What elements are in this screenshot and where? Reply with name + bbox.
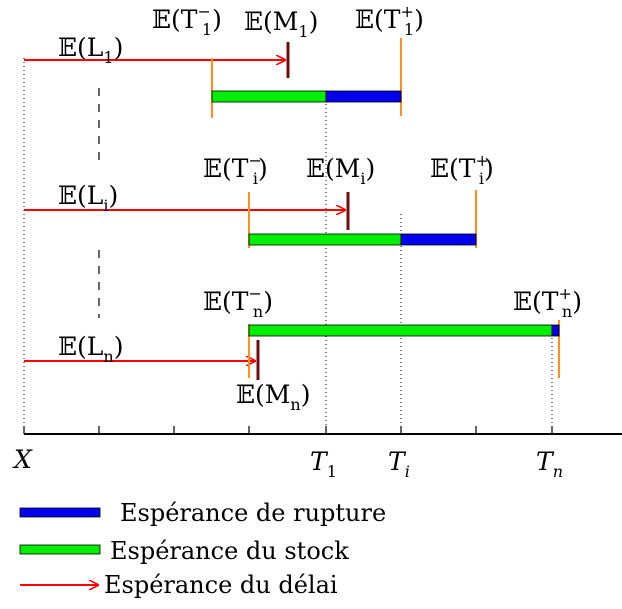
legend: Espérance de rupture Espérance du stock … [19, 499, 386, 599]
rupture-bar [400, 233, 477, 246]
legend-label-stock: Espérance du stock [110, 537, 349, 565]
dotted-guides [23, 58, 553, 434]
stock-bar [211, 90, 327, 103]
legend-swatch-stock [19, 544, 101, 555]
label-M: 𝔼(Mn) [236, 380, 311, 414]
stock-bar [248, 233, 402, 246]
row-n: 𝔼(Ln) 𝔼(T− n) 𝔼(Mn) 𝔼(T+ n) [24, 284, 582, 414]
legend-label-delai: Espérance du délai [104, 571, 338, 599]
row-1: 𝔼(L1) 𝔼(T− 1) 𝔼(M1) 𝔼(T+ 1) [24, 2, 424, 118]
label-T-minus: 𝔼(T− 1) [152, 2, 222, 39]
row-i: 𝔼(Li) 𝔼(T− i) 𝔼(Mi) 𝔼(T+ i) [24, 151, 494, 248]
time-axis: X T1 Ti Tn [12, 426, 622, 481]
label-T-minus: 𝔼(T− n) [203, 284, 273, 321]
axis-origin-label: X [12, 445, 33, 474]
label-T-plus: 𝔼(T+ i) [430, 151, 494, 188]
legend-item-stock: Espérance du stock [19, 537, 349, 565]
axis-ticks [23, 426, 553, 434]
label-M: 𝔼(M1) [244, 7, 318, 41]
stock-bar [248, 324, 553, 337]
label-T-minus: 𝔼(T− i) [203, 151, 268, 188]
label-T-plus: 𝔼(T+ 1) [355, 2, 424, 39]
label-L: 𝔼(Ln) [58, 332, 124, 366]
axis-tick-label-Ti: Ti [388, 447, 410, 481]
legend-label-rupture: Espérance de rupture [120, 499, 386, 527]
legend-item-rupture: Espérance de rupture [19, 499, 386, 527]
legend-item-delai: Espérance du délai [20, 571, 338, 599]
rupture-bar [325, 90, 402, 103]
label-T-plus: 𝔼(T+ n) [513, 284, 582, 321]
axis-tick-label-Tn: Tn [536, 447, 563, 481]
label-L: 𝔼(L1) [58, 33, 123, 67]
label-L: 𝔼(Li) [58, 181, 118, 215]
label-M: 𝔼(Mi) [306, 154, 375, 188]
legend-swatch-rupture [19, 507, 101, 518]
rupture-bar [551, 324, 560, 337]
axis-tick-label-T1: T1 [310, 447, 337, 481]
